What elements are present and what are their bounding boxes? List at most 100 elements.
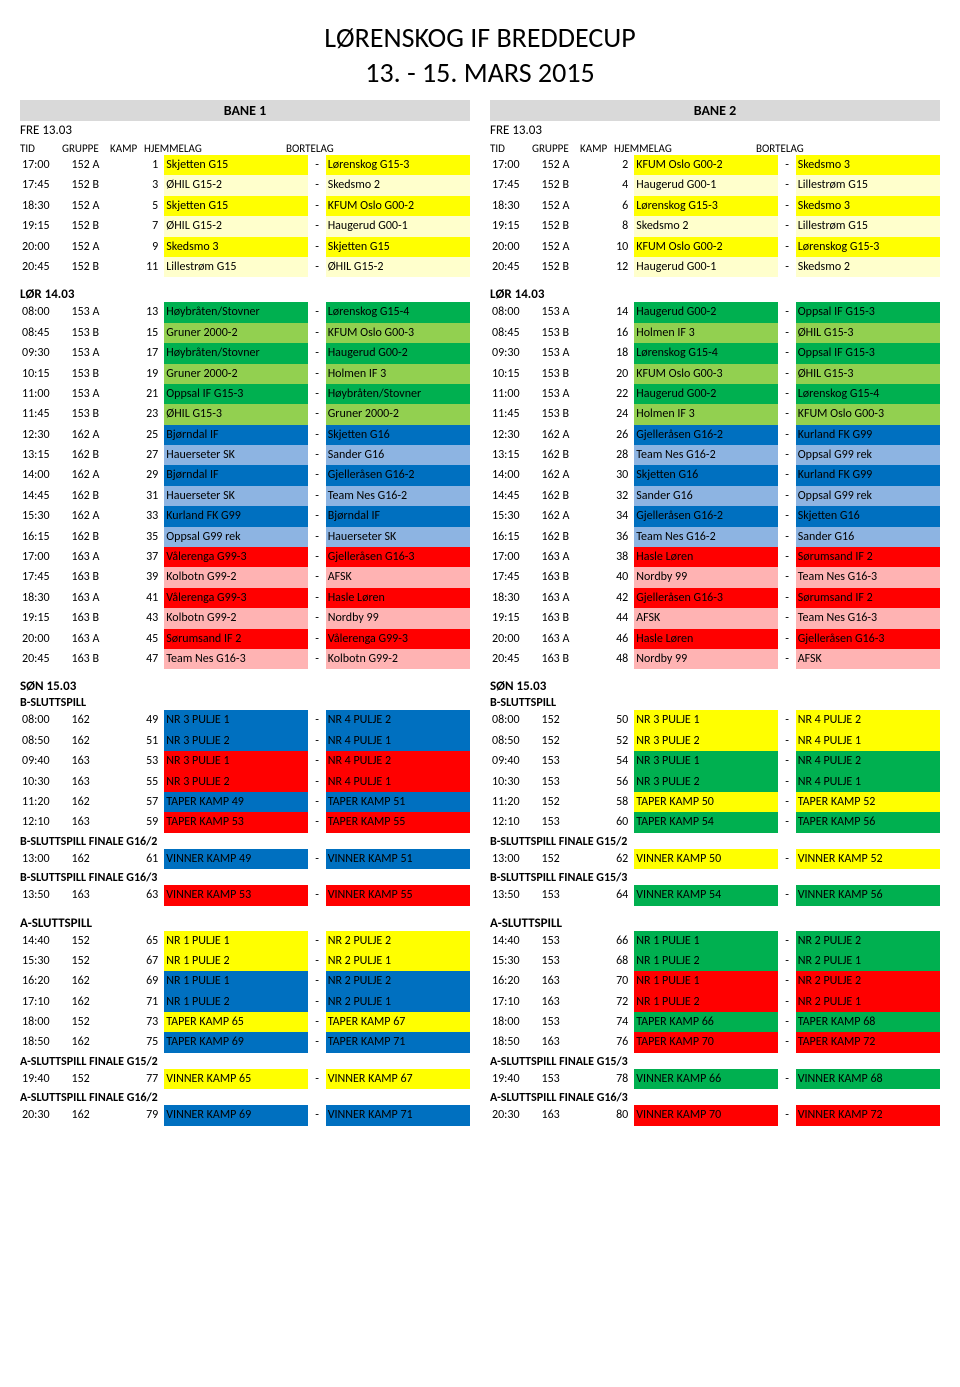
dash: - xyxy=(308,445,325,465)
group: 152 xyxy=(540,731,596,751)
time: 19:15 xyxy=(490,216,540,236)
time: 10:15 xyxy=(490,364,540,384)
match-no: 15 xyxy=(125,323,164,343)
match-no: 18 xyxy=(595,343,634,363)
match-row: 12:1016359TAPER KAMP 53-TAPER KAMP 55 xyxy=(20,812,470,832)
match-no: 71 xyxy=(125,992,164,1012)
time: 14:00 xyxy=(20,465,70,485)
dash: - xyxy=(778,971,795,991)
dash: - xyxy=(778,1012,795,1032)
bane1-fre-headers: TID GRUPPE KAMP HJEMMELAG BORTELAG xyxy=(20,142,470,155)
time: 19:40 xyxy=(20,1069,70,1089)
time: 08:45 xyxy=(20,323,70,343)
time: 10:30 xyxy=(20,772,70,792)
group: 162 A xyxy=(540,425,596,445)
match-no: 35 xyxy=(125,527,164,547)
home-team: Team Nes G16-2 xyxy=(634,445,778,465)
time: 11:00 xyxy=(20,384,70,404)
match-row: 17:45152 B3ØHIL G15-2-Skedsmo 2 xyxy=(20,175,470,195)
away-team: Oppsal IF G15-3 xyxy=(796,343,940,363)
match-no: 50 xyxy=(595,710,634,730)
group: 162 xyxy=(70,1105,126,1125)
group: 162 xyxy=(70,849,126,869)
page-title: LØRENSKOG IF BREDDECUP xyxy=(20,20,940,55)
match-no: 80 xyxy=(595,1105,634,1125)
match-row: 14:00162 A30Skjetten G16-Kurland FK G99 xyxy=(490,465,940,485)
away-team: KFUM Oslo G00-2 xyxy=(326,196,470,216)
time: 20:45 xyxy=(490,257,540,277)
group: 152 A xyxy=(540,237,596,257)
match-no: 57 xyxy=(125,792,164,812)
bane1-lor-table: 08:00153 A13Høybråten/Stovner-Lørenskog … xyxy=(20,302,470,669)
bane1-lor-label: LØR 14.03 xyxy=(20,287,470,302)
match-row: 18:30163 A41Vålerenga G99-3-Hasle Løren xyxy=(20,588,470,608)
away-team: TAPER KAMP 68 xyxy=(796,1012,940,1032)
away-team: Lillestrøm G15 xyxy=(796,216,940,236)
group: 163 A xyxy=(540,547,596,567)
match-no: 51 xyxy=(125,731,164,751)
match-no: 69 xyxy=(125,971,164,991)
bane1-son-a-table: 14:4015265NR 1 PULJE 1-NR 2 PULJE 215:30… xyxy=(20,931,470,1053)
dash: - xyxy=(308,608,325,628)
bane2-af163-label: A-SLUTTSPILL FINALE G16/3 xyxy=(490,1091,940,1105)
match-row: 13:5016363VINNER KAMP 53-VINNER KAMP 55 xyxy=(20,885,470,905)
group: 163 xyxy=(70,751,126,771)
time: 16:20 xyxy=(490,971,540,991)
away-team: Lørenskog G15-4 xyxy=(796,384,940,404)
home-team: Oppsal G99 rek xyxy=(164,527,308,547)
match-no: 66 xyxy=(595,931,634,951)
away-team: Kurland FK G99 xyxy=(796,465,940,485)
match-no: 37 xyxy=(125,547,164,567)
match-no: 5 xyxy=(125,196,164,216)
match-row: 20:00152 A10KFUM Oslo G00-2-Lørenskog G1… xyxy=(490,237,940,257)
bane2-bslutt-label: B-SLUTTSPILL xyxy=(490,696,940,710)
home-team: TAPER KAMP 70 xyxy=(634,1032,778,1052)
group: 162 xyxy=(70,792,126,812)
time: 18:30 xyxy=(490,588,540,608)
time: 17:45 xyxy=(20,175,70,195)
bane2-aslutt-label: A-SLUTTSPILL xyxy=(490,916,940,931)
match-no: 52 xyxy=(595,731,634,751)
group: 163 B xyxy=(540,649,596,669)
away-team: NR 4 PULJE 2 xyxy=(796,751,940,771)
home-team: Vålerenga G99-3 xyxy=(164,588,308,608)
home-team: TAPER KAMP 65 xyxy=(164,1012,308,1032)
home-team: TAPER KAMP 50 xyxy=(634,792,778,812)
group: 162 xyxy=(70,731,126,751)
match-no: 41 xyxy=(125,588,164,608)
away-team: AFSK xyxy=(796,649,940,669)
home-team: NR 3 PULJE 1 xyxy=(634,710,778,730)
match-no: 31 xyxy=(125,486,164,506)
time: 12:30 xyxy=(20,425,70,445)
away-team: TAPER KAMP 71 xyxy=(326,1032,470,1052)
dash: - xyxy=(778,506,795,526)
time: 15:30 xyxy=(20,506,70,526)
time: 12:30 xyxy=(490,425,540,445)
time: 09:40 xyxy=(490,751,540,771)
match-row: 08:5016251NR 3 PULJE 2-NR 4 PULJE 1 xyxy=(20,731,470,751)
dash: - xyxy=(308,951,325,971)
home-team: VINNER KAMP 49 xyxy=(164,849,308,869)
bane1-son-af162-table: 20:3016279VINNER KAMP 69-VINNER KAMP 71 xyxy=(20,1105,470,1125)
dash: - xyxy=(778,216,795,236)
away-team: VINNER KAMP 71 xyxy=(326,1105,470,1125)
match-no: 40 xyxy=(595,567,634,587)
away-team: NR 2 PULJE 2 xyxy=(326,931,470,951)
group: 163 xyxy=(540,1032,596,1052)
time: 20:00 xyxy=(20,629,70,649)
match-no: 25 xyxy=(125,425,164,445)
home-team: KFUM Oslo G00-2 xyxy=(634,237,778,257)
time: 15:30 xyxy=(20,951,70,971)
match-row: 08:5015252NR 3 PULJE 2-NR 4 PULJE 1 xyxy=(490,731,940,751)
home-team: NR 1 PULJE 1 xyxy=(164,931,308,951)
bane2-son-bf152-table: 13:0015262VINNER KAMP 50-VINNER KAMP 52 xyxy=(490,849,940,869)
dash: - xyxy=(778,425,795,445)
home-team: Skedsmo 3 xyxy=(164,237,308,257)
away-team: KFUM Oslo G00-3 xyxy=(326,323,470,343)
dash: - xyxy=(308,257,325,277)
away-team: VINNER KAMP 56 xyxy=(796,885,940,905)
group: 152 B xyxy=(540,175,596,195)
dash: - xyxy=(308,506,325,526)
match-no: 29 xyxy=(125,465,164,485)
match-no: 38 xyxy=(595,547,634,567)
